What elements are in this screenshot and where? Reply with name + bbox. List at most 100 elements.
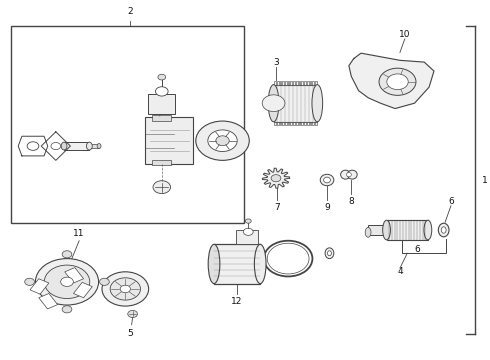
- Polygon shape: [41, 132, 71, 160]
- Text: 5: 5: [127, 329, 133, 338]
- Bar: [39, 293, 58, 309]
- Ellipse shape: [325, 248, 334, 258]
- Text: 1: 1: [482, 176, 488, 185]
- Bar: [277, 122, 278, 125]
- Circle shape: [62, 306, 72, 313]
- Bar: [279, 81, 281, 85]
- Bar: [89, 144, 99, 148]
- Ellipse shape: [424, 220, 432, 240]
- Circle shape: [245, 219, 251, 223]
- Bar: [299, 81, 300, 85]
- Text: 7: 7: [274, 203, 280, 212]
- Circle shape: [216, 136, 229, 145]
- Ellipse shape: [208, 244, 220, 284]
- Bar: [285, 81, 287, 85]
- Ellipse shape: [86, 142, 92, 150]
- Circle shape: [102, 272, 148, 306]
- Bar: [30, 279, 49, 294]
- Bar: [310, 122, 311, 125]
- Circle shape: [44, 265, 90, 298]
- Bar: [307, 122, 309, 125]
- Circle shape: [387, 74, 408, 90]
- Bar: [11, 26, 245, 223]
- Circle shape: [24, 278, 34, 285]
- Text: 9: 9: [324, 203, 330, 212]
- Circle shape: [271, 175, 281, 182]
- Bar: [301, 81, 303, 85]
- Polygon shape: [349, 53, 434, 109]
- Bar: [279, 122, 281, 125]
- Ellipse shape: [320, 174, 334, 186]
- Circle shape: [27, 142, 39, 150]
- Ellipse shape: [268, 85, 279, 122]
- Bar: [64, 142, 89, 150]
- Bar: [310, 81, 311, 85]
- Bar: [152, 114, 172, 121]
- Bar: [282, 122, 284, 125]
- Bar: [304, 81, 306, 85]
- Ellipse shape: [341, 170, 350, 179]
- Circle shape: [262, 95, 285, 112]
- Bar: [293, 122, 295, 125]
- Bar: [288, 122, 290, 125]
- Bar: [296, 122, 298, 125]
- Text: 8: 8: [348, 197, 354, 206]
- Bar: [65, 267, 84, 283]
- Ellipse shape: [327, 251, 331, 256]
- Circle shape: [208, 130, 237, 152]
- Bar: [273, 85, 318, 122]
- Circle shape: [62, 251, 72, 258]
- Bar: [301, 122, 303, 125]
- Bar: [312, 122, 314, 125]
- Circle shape: [120, 285, 130, 293]
- Circle shape: [35, 258, 98, 305]
- Bar: [148, 94, 175, 114]
- Circle shape: [155, 87, 168, 96]
- Circle shape: [153, 181, 171, 194]
- Ellipse shape: [312, 85, 322, 122]
- Bar: [291, 81, 292, 85]
- Bar: [387, 220, 428, 240]
- Circle shape: [244, 228, 253, 235]
- Bar: [315, 122, 317, 125]
- Circle shape: [51, 143, 61, 150]
- Bar: [277, 81, 278, 85]
- Bar: [291, 122, 292, 125]
- Bar: [214, 244, 260, 284]
- Text: 6: 6: [414, 245, 420, 254]
- Bar: [304, 122, 306, 125]
- Bar: [368, 225, 387, 235]
- Ellipse shape: [254, 244, 266, 284]
- Bar: [315, 81, 317, 85]
- Ellipse shape: [346, 172, 351, 177]
- Circle shape: [158, 74, 166, 80]
- Circle shape: [128, 310, 138, 318]
- Bar: [145, 117, 194, 164]
- Ellipse shape: [97, 144, 101, 149]
- Text: 11: 11: [74, 229, 85, 238]
- Bar: [274, 122, 276, 125]
- Circle shape: [61, 277, 74, 287]
- Bar: [274, 81, 276, 85]
- Ellipse shape: [323, 177, 330, 183]
- Ellipse shape: [365, 228, 371, 237]
- Text: 6: 6: [448, 197, 454, 206]
- Bar: [296, 81, 298, 85]
- Text: 3: 3: [273, 58, 279, 67]
- Ellipse shape: [439, 223, 449, 237]
- Ellipse shape: [441, 227, 446, 233]
- Circle shape: [99, 278, 109, 285]
- Ellipse shape: [61, 142, 67, 150]
- Bar: [282, 81, 284, 85]
- Bar: [312, 81, 314, 85]
- Ellipse shape: [383, 220, 391, 240]
- Text: 12: 12: [231, 297, 243, 306]
- Text: 10: 10: [399, 30, 411, 39]
- Text: 4: 4: [397, 267, 403, 276]
- Bar: [293, 81, 295, 85]
- Bar: [74, 282, 92, 298]
- Polygon shape: [262, 168, 290, 188]
- Polygon shape: [18, 136, 48, 156]
- Bar: [299, 122, 300, 125]
- Bar: [288, 81, 290, 85]
